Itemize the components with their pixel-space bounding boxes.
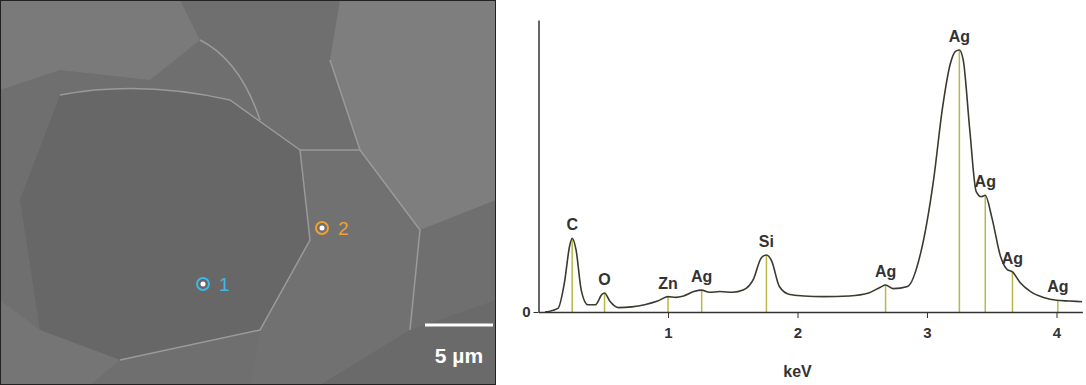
peak-line xyxy=(604,293,606,312)
peak-label: Zn xyxy=(658,275,678,292)
scale-bar xyxy=(425,324,493,327)
scale-bar-label: 5 µm xyxy=(435,344,483,367)
peak-label: Ag xyxy=(875,263,896,280)
x-tick-mark xyxy=(1057,312,1058,318)
peak-line xyxy=(667,297,669,312)
micrograph-edge xyxy=(300,150,420,230)
x-tick: 3 xyxy=(923,312,931,341)
spot-center xyxy=(320,226,325,231)
peak-label: Ag xyxy=(949,28,970,45)
micrograph-frame xyxy=(1,1,496,385)
x-tick: 2 xyxy=(794,312,802,341)
plot-area xyxy=(545,50,1082,312)
x-axis-line xyxy=(539,312,1083,314)
micrograph-region xyxy=(320,300,496,385)
micrograph: 1 2 5 µm xyxy=(0,0,496,385)
peak-label: C xyxy=(566,216,578,233)
y-axis-line xyxy=(538,21,540,313)
micrograph-region xyxy=(20,89,310,360)
peak-line xyxy=(985,195,987,312)
x-tick-label: 1 xyxy=(664,324,672,341)
peak-label: Ag xyxy=(691,268,712,285)
peak-line xyxy=(1057,300,1059,312)
peak-line xyxy=(1012,272,1014,312)
spot-label: 1 xyxy=(219,274,230,295)
spot-label: 2 xyxy=(338,218,349,239)
x-tick-mark xyxy=(927,312,928,318)
spot-marker xyxy=(316,222,328,234)
micrograph-region xyxy=(0,0,200,90)
peak-line xyxy=(701,290,703,312)
peak-label: Ag xyxy=(975,173,996,190)
micrograph-edge xyxy=(120,150,310,360)
x-tick: 1 xyxy=(664,312,672,341)
x-axis-title: keV xyxy=(783,363,812,380)
x-tick-label: 3 xyxy=(923,324,931,341)
micrograph-region xyxy=(0,300,120,385)
peak-label: Ag xyxy=(1002,250,1023,267)
x-axis: 1 2 3 4 xyxy=(539,312,1083,341)
spectrum-line xyxy=(545,50,1082,312)
figure: 1 2 5 µm C O Zn Ag Si Ag Ag Ag Ag Ag 1 2 3 4 keV 0 xyxy=(0,0,1086,385)
x-tick-mark xyxy=(668,312,669,318)
x-tick-label: 2 xyxy=(794,324,802,341)
peak-labels: C O Zn Ag Si Ag Ag Ag Ag Ag xyxy=(566,28,1068,295)
micrograph-edge xyxy=(200,40,260,120)
peak-line xyxy=(885,285,887,312)
peak-label: O xyxy=(598,271,610,288)
peak-line xyxy=(766,255,768,312)
peak-label: Ag xyxy=(1047,278,1068,295)
micrograph-edge xyxy=(330,60,360,150)
x-tick-label: 4 xyxy=(1053,324,1062,341)
spot-marker xyxy=(197,278,209,290)
micrograph-edge xyxy=(60,89,300,150)
spectrum: C O Zn Ag Si Ag Ag Ag Ag Ag 1 2 3 4 keV 0 xyxy=(522,21,1083,381)
micrograph-edge xyxy=(410,230,420,330)
y-tick: 0 xyxy=(522,303,538,320)
micrograph-background xyxy=(0,0,496,385)
y-axis: 0 xyxy=(522,21,539,321)
peak-line xyxy=(959,50,961,312)
x-tick-mark xyxy=(798,312,799,318)
peak-label: Si xyxy=(759,233,774,250)
y-tick-mark xyxy=(534,312,539,313)
y-tick-label: 0 xyxy=(522,303,530,320)
x-tick: 4 xyxy=(1053,312,1062,341)
spot-center xyxy=(201,282,206,287)
peak-line xyxy=(571,238,573,312)
